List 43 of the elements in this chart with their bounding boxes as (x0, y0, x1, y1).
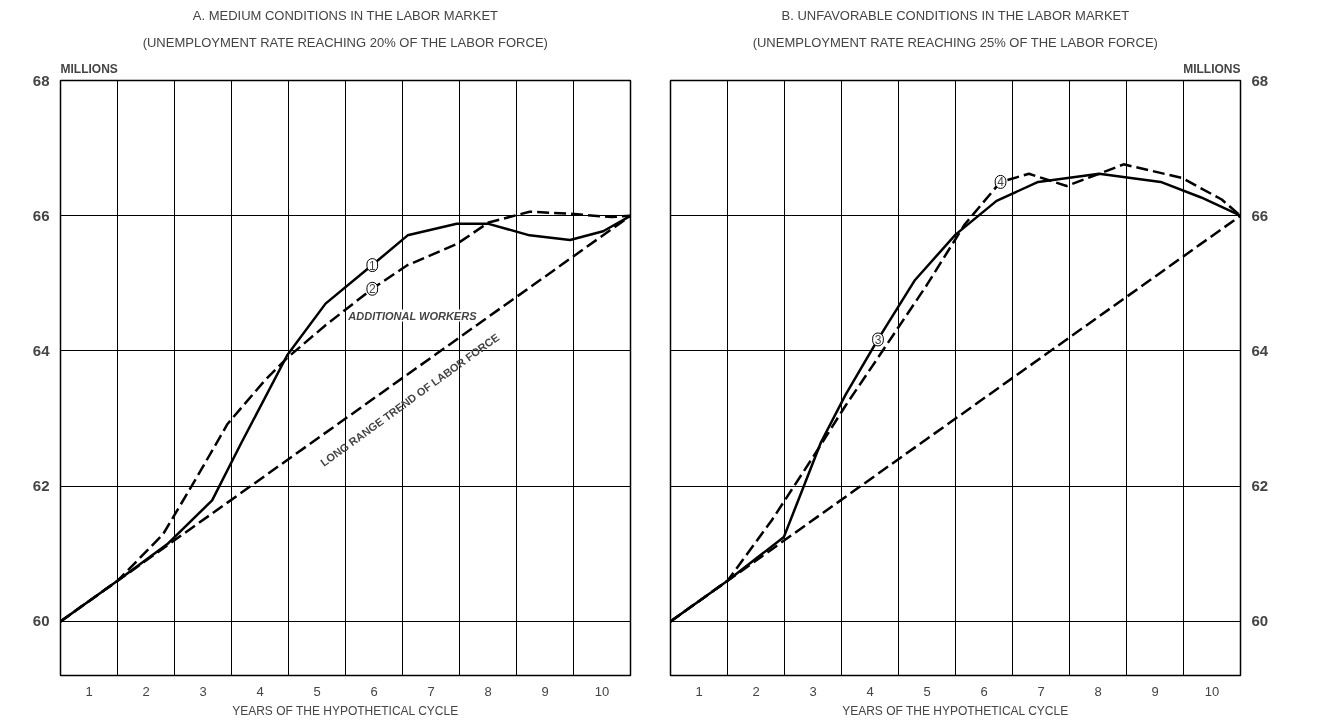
y-tick-label: 68 (1251, 71, 1269, 89)
x-tick-label: 7 (1037, 683, 1045, 699)
y-tick-label: 66 (1251, 206, 1269, 224)
annotation: 1 (368, 258, 376, 273)
y-tick-label: 60 (32, 612, 50, 630)
chart-title: A. MEDIUM CONDITIONS IN THE LABOR MARKET (192, 7, 499, 23)
y-tick-label: 60 (1251, 612, 1269, 630)
x-tick-label: 7 (427, 683, 435, 699)
y-tick-label: 64 (32, 341, 51, 359)
annotation: 4 (997, 175, 1005, 190)
x-axis-title: YEARS OF THE HYPOTHETICAL CYCLE (232, 703, 459, 718)
annotation: ADDITIONAL WORKERS (347, 309, 478, 322)
chart-title: B. UNFAVORABLE CONDITIONS IN THE LABOR MARKET (781, 7, 1130, 23)
y-axis-title: MILLIONS (1183, 61, 1241, 76)
x-tick-label: 1 (85, 683, 93, 699)
x-tick-label: 10 (594, 683, 610, 699)
x-tick-label: 4 (256, 683, 264, 699)
y-tick-label: 62 (32, 477, 50, 495)
x-tick-label: 5 (313, 683, 321, 699)
y-tick-label: 66 (32, 206, 50, 224)
chart-subtitle: (UNEMPLOYMENT RATE REACHING 20% OF THE LABOR FORCE) (142, 34, 548, 50)
x-tick-label: 8 (1094, 683, 1102, 699)
y-tick-label: 64 (1251, 341, 1269, 359)
x-axis-title: YEARS OF THE HYPOTHETICAL CYCLE (842, 703, 1069, 718)
x-tick-label: 4 (866, 683, 874, 699)
x-tick-label: 6 (370, 683, 378, 699)
x-tick-label: 9 (541, 683, 549, 699)
x-tick-label: 1 (695, 683, 703, 699)
x-tick-label: 6 (980, 683, 988, 699)
x-tick-label: 3 (199, 683, 207, 699)
x-tick-label: 10 (1204, 683, 1220, 699)
x-tick-label: 2 (752, 683, 760, 699)
chart-subtitle: (UNEMPLOYMENT RATE REACHING 25% OF THE LABOR FORCE) (752, 34, 1158, 50)
y-tick-label: 62 (1251, 477, 1269, 495)
x-tick-label: 8 (484, 683, 492, 699)
x-tick-label: 5 (923, 683, 931, 699)
y-axis-title: MILLIONS (60, 61, 118, 76)
x-tick-label: 9 (1151, 683, 1159, 699)
x-tick-label: 3 (809, 683, 817, 699)
annotation: 3 (874, 332, 882, 347)
annotation: 2 (368, 282, 376, 297)
x-tick-label: 2 (142, 683, 150, 699)
y-tick-label: 68 (32, 71, 50, 89)
